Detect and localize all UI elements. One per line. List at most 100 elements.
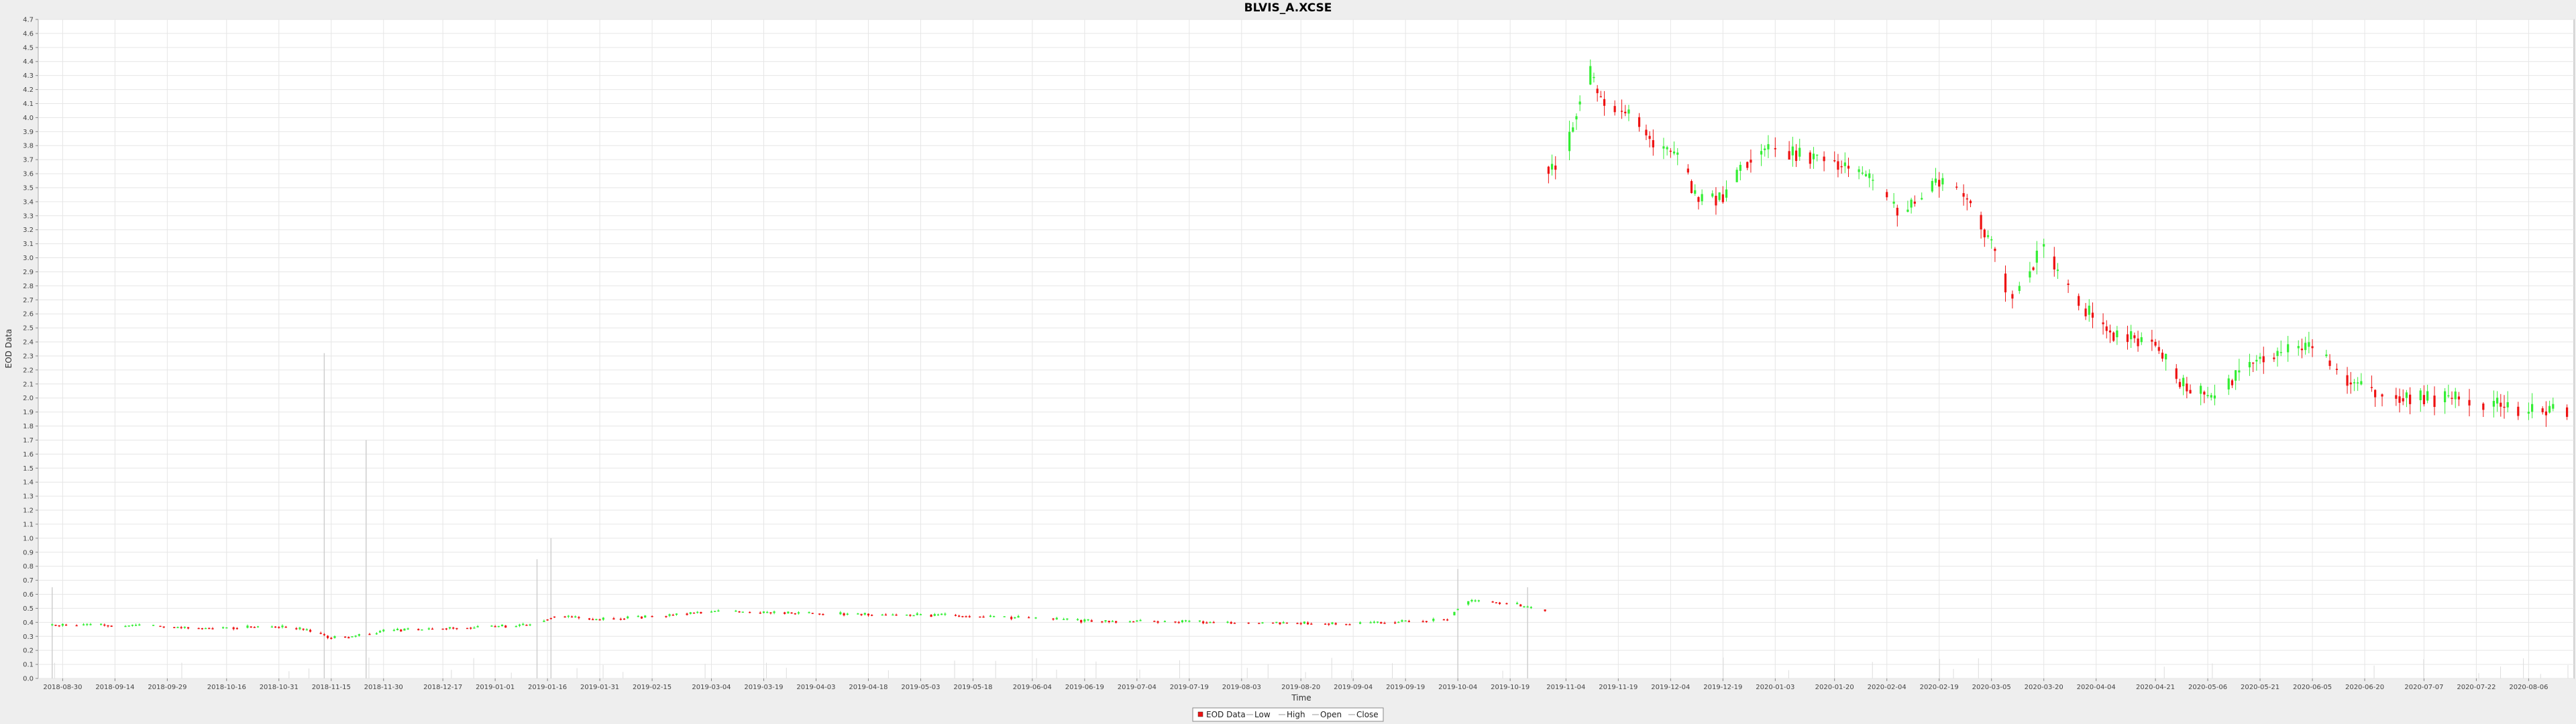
candle-body <box>1177 621 1180 623</box>
y-tick-label: 2.7 <box>23 297 34 304</box>
candle-body <box>2531 404 2534 412</box>
candle-body <box>2311 346 2314 349</box>
legend-label: Close <box>1356 710 1379 719</box>
x-tick-label: 2018-08-30 <box>43 684 82 691</box>
candle-body <box>1526 606 1529 608</box>
candle-body <box>811 613 814 614</box>
candle-body <box>1666 147 1668 149</box>
candle-body <box>382 629 385 631</box>
candle-body <box>319 632 322 634</box>
candle-body <box>138 624 141 626</box>
candle-body <box>110 625 113 627</box>
y-axis-label: EOD Data <box>4 329 13 369</box>
candle-body <box>2210 395 2212 398</box>
candle-body <box>2084 308 2087 316</box>
candle-body <box>762 611 765 613</box>
candle-body <box>1840 166 1843 168</box>
candle-body <box>1816 154 1819 156</box>
x-tick-label: 2020-05-21 <box>2241 684 2279 691</box>
candle-body <box>2137 338 2139 347</box>
candle-body <box>700 612 702 613</box>
candle-body <box>1467 601 1470 605</box>
candle-body <box>1593 76 1595 78</box>
candle-body <box>2154 341 2157 346</box>
x-tick-label: 2019-01-31 <box>580 684 619 691</box>
candle-body <box>846 613 849 615</box>
candle-body <box>1017 615 1020 618</box>
candle-body <box>717 610 720 612</box>
candle-body <box>1087 619 1089 621</box>
candle-body <box>2527 412 2530 414</box>
y-tick-label: 0.7 <box>23 577 34 585</box>
y-tick-label: 3.7 <box>23 157 34 164</box>
candle-body <box>602 617 604 620</box>
x-tick-label: 2020-07-22 <box>2457 684 2496 691</box>
legend-label: Open <box>1320 710 1342 719</box>
candle-body <box>455 627 458 629</box>
candle-body <box>302 628 305 630</box>
candle-body <box>2447 395 2450 397</box>
candle-body <box>623 618 626 620</box>
candle-body <box>892 614 894 616</box>
candle-body <box>1275 621 1278 623</box>
candle-body <box>1003 616 1006 617</box>
x-tick-label: 2018-09-29 <box>148 684 186 691</box>
candle-body <box>2346 375 2349 386</box>
candle-body <box>2374 389 2377 398</box>
candle-body <box>2133 335 2136 339</box>
candle-body <box>686 613 688 615</box>
x-tick-label: 2020-03-05 <box>1972 684 2011 691</box>
y-tick-label: 3.3 <box>23 213 34 220</box>
candle-body <box>1108 620 1110 623</box>
candle-body <box>1111 621 1114 622</box>
candle-body <box>490 625 493 627</box>
candle-body <box>2182 377 2185 387</box>
candle-body <box>183 627 186 628</box>
candle-body <box>993 616 996 617</box>
y-tick-label: 3.1 <box>23 241 34 248</box>
candle-body <box>1896 207 1898 216</box>
candle-body <box>906 614 908 616</box>
candles <box>51 59 2569 640</box>
x-tick-label: 2018-09-14 <box>95 684 134 691</box>
x-tick-label: 2018-11-30 <box>364 684 403 691</box>
candle-body <box>1401 620 1403 622</box>
candle-body <box>578 617 580 619</box>
candle-body <box>295 628 298 629</box>
candle-body <box>201 628 203 629</box>
candle-body <box>860 613 863 615</box>
candle-body <box>1697 197 1700 202</box>
candle-body <box>1076 619 1079 621</box>
candle-body <box>564 616 566 618</box>
y-tick-label: 4.3 <box>23 72 34 80</box>
y-tick-label: 3.2 <box>23 227 34 234</box>
candle-body <box>1791 146 1794 156</box>
candle-body <box>278 627 280 628</box>
x-axis-ticks: 2018-08-30 2018-09-14 2018-09-29 2018-10-16… <box>43 678 2548 691</box>
x-tick-label: 2020-07-07 <box>2404 684 2443 691</box>
candle-body <box>1010 617 1013 619</box>
y-tick-label: 1.2 <box>23 507 34 515</box>
candle-body <box>1034 617 1037 619</box>
candle-body <box>1864 174 1868 176</box>
x-tick-label: 2019-09-19 <box>1386 684 1425 691</box>
candle-body <box>1376 621 1379 623</box>
candle-body <box>124 625 127 627</box>
y-tick-label: 2.1 <box>23 381 34 388</box>
candle-body <box>232 627 235 629</box>
candle-body <box>326 636 329 638</box>
candle-body <box>1310 623 1313 625</box>
candle-body <box>1676 152 1679 155</box>
y-tick-label: 3.8 <box>23 143 34 150</box>
candle-body <box>863 613 866 615</box>
candle-body <box>1383 623 1386 624</box>
candle-body <box>2262 356 2265 363</box>
candle-body <box>1181 620 1184 623</box>
candle-body <box>1572 127 1574 132</box>
candle-body <box>186 627 190 629</box>
y-tick-label: 3.0 <box>23 255 34 262</box>
y-tick-label: 4.5 <box>23 44 34 52</box>
y-tick-label: 0.4 <box>23 619 34 627</box>
candle-body <box>1230 621 1232 624</box>
candle-body <box>431 628 434 630</box>
